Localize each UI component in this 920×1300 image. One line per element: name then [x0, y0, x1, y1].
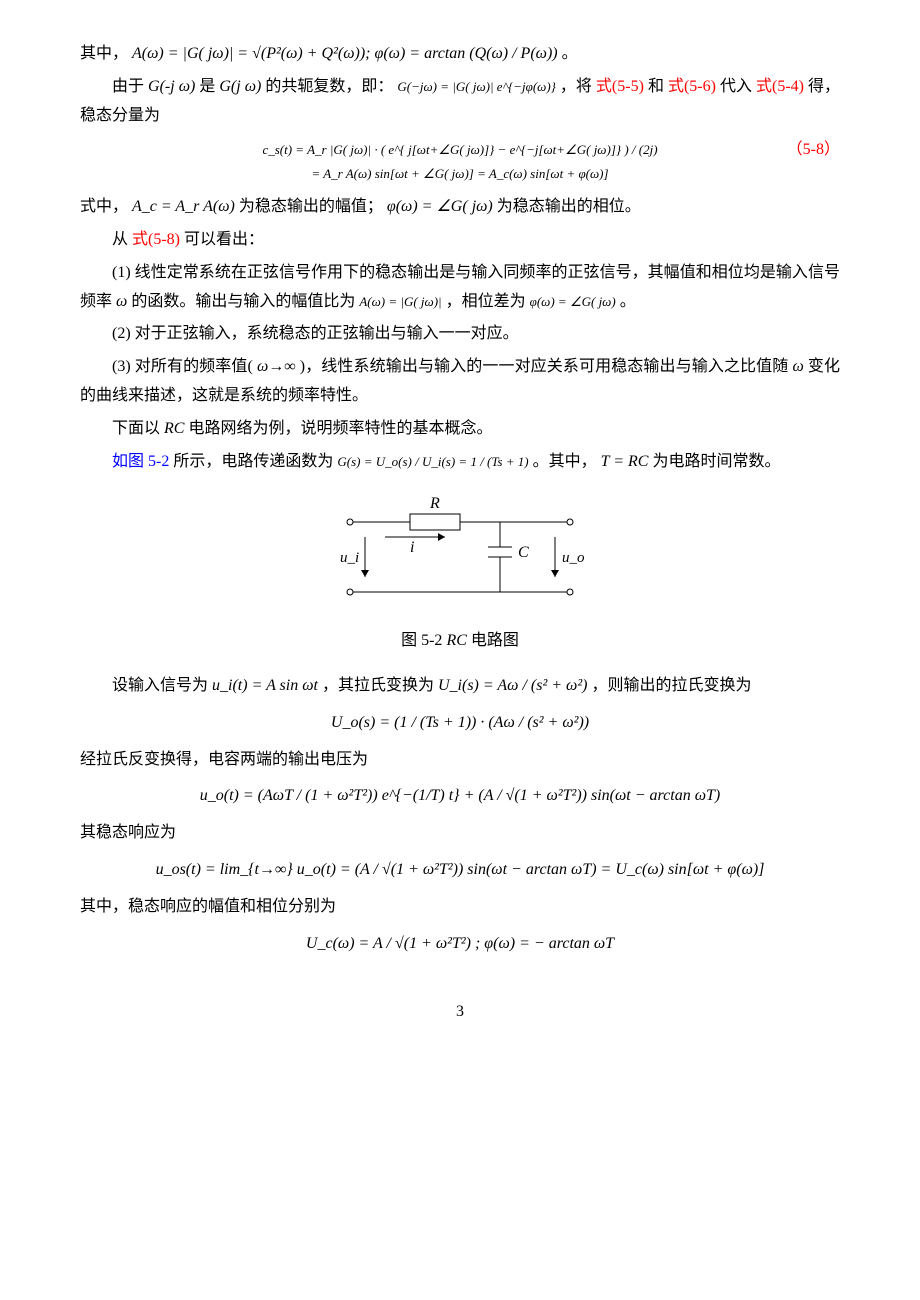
ref-fig-5-2: 如图 5-2 — [112, 453, 173, 470]
equation: φ(ω) = ∠G( jω) — [387, 198, 493, 215]
text: (3) 对所有的频率值( — [112, 358, 253, 375]
text: 从 — [112, 231, 132, 248]
r-label: R — [429, 495, 440, 512]
paragraph-line8: 经拉氏反变换得，电容两端的输出电压为 — [80, 746, 840, 775]
equation: G(s) = U_o(s) / U_i(s) = 1 / (Ts + 1) — [337, 454, 528, 469]
text: 其中， — [80, 45, 128, 62]
paragraph-line5: 下面以 RC 电路网络为例，说明频率特性的基本概念。 — [80, 415, 840, 444]
text: 和 — [648, 78, 664, 95]
paragraph-line10: 其中，稳态响应的幅值和相位分别为 — [80, 893, 840, 922]
caption-rc: RC — [446, 632, 466, 649]
text: 式中， — [80, 198, 128, 215]
equation-5-8: c_s(t) = A_r |G( jω)| · ( e^{ j[ωt+∠G( j… — [80, 138, 840, 185]
text: 为稳态输出的幅值； — [239, 198, 383, 215]
equation: u_i(t) = A sin ωt — [212, 677, 318, 694]
point-1: (1) 线性定常系统在正弦信号作用下的稳态输出是与输入同频率的正弦信号，其幅值和… — [80, 259, 840, 317]
uo-label: u_o — [562, 550, 585, 566]
paragraph-line6: 如图 5-2 所示，电路传递函数为 G(s) = U_o(s) / U_i(s)… — [80, 448, 840, 477]
caption-text: 电路图 — [471, 632, 519, 649]
text: ，其拉氏变换为 — [322, 677, 438, 694]
paragraph-line7: 设输入信号为 u_i(t) = A sin ωt ，其拉氏变换为 U_i(s) … — [80, 672, 840, 701]
eq-label-5-8: （5-8） — [787, 136, 840, 165]
equation-uo-t: u_o(t) = (AωT / (1 + ω²T²)) e^{−(1/T) t}… — [80, 782, 840, 811]
text: 。 — [620, 293, 636, 310]
omega: ω→∞ — [257, 358, 296, 375]
paragraph-line4: 从 式(5-8) 可以看出： — [80, 226, 840, 255]
rc-circuit-diagram: R C i u_i u_o — [330, 492, 590, 612]
text: )，线性系统输出与输入的一一对应关系可用稳态输出与输入之比值随 — [300, 358, 793, 375]
ref-eq-5-8: 式(5-8) — [132, 231, 180, 248]
text: ，则输出的拉氏变换为 — [591, 677, 751, 694]
ref-eq-5-5: 式(5-5) — [596, 78, 644, 95]
text: 的共轭复数，即： — [265, 78, 393, 95]
text: 是 — [199, 78, 219, 95]
equation: U_i(s) = Aω / (s² + ω²) — [438, 677, 587, 694]
text: 电路网络为例，说明频率特性的基本概念。 — [188, 420, 492, 437]
equation-uos: u_os(t) = lim_{t→∞} u_o(t) = (A / √(1 + … — [80, 856, 840, 885]
expr: G(-j ω) — [148, 78, 195, 95]
caption-text: 图 5-2 — [401, 632, 446, 649]
paragraph-line2: 由于 G(-j ω) 是 G(j ω) 的共轭复数，即： G(−jω) = |G… — [80, 73, 840, 131]
equation: G(−jω) = |G( jω)| e^{−jφ(ω)} — [397, 79, 555, 94]
rc: RC — [164, 420, 184, 437]
text: 代入 — [720, 78, 752, 95]
equation-uo-s: U_o(s) = (1 / (Ts + 1)) · (Aω / (s² + ω²… — [80, 709, 840, 738]
omega: ω — [792, 358, 803, 375]
paragraph-line3: 式中， A_c = A_r A(ω) 为稳态输出的幅值； φ(ω) = ∠G( … — [80, 193, 840, 222]
paragraph-line9: 其稳态响应为 — [80, 819, 840, 848]
figure-caption: 图 5-2 RC 电路图 — [80, 627, 840, 656]
text: 所示，电路传递函数为 — [173, 453, 337, 470]
text: 。 — [562, 45, 578, 62]
text: 由于 — [112, 78, 148, 95]
paragraph-line1: 其中， A(ω) = |G( jω)| = √(P²(ω) + Q²(ω)); … — [80, 40, 840, 69]
text: 设输入信号为 — [112, 677, 212, 694]
ref-eq-5-6: 式(5-6) — [668, 78, 716, 95]
text: 为电路时间常数。 — [652, 453, 780, 470]
omega: ω — [116, 293, 127, 310]
text: 为稳态输出的相位。 — [497, 198, 641, 215]
expr: G(j ω) — [219, 78, 261, 95]
equation: φ(ω) = ∠G( jω) — [530, 294, 616, 309]
ref-eq-5-4: 式(5-4) — [756, 78, 804, 95]
figure-5-2: R C i u_i u_o 图 5-2 RC 电路图 — [80, 492, 840, 656]
c-label: C — [518, 544, 529, 561]
ui-label: u_i — [340, 550, 359, 566]
equation: A(ω) = |G( jω)| = √(P²(ω) + Q²(ω)); φ(ω)… — [132, 45, 562, 62]
text: ，相位差为 — [446, 293, 530, 310]
text: 下面以 — [112, 420, 164, 437]
eq-line: c_s(t) = A_r |G( jω)| · ( e^{ j[ωt+∠G( j… — [262, 138, 657, 161]
text: ，将 — [560, 78, 592, 95]
text: 。其中， — [533, 453, 597, 470]
i-label: i — [410, 539, 414, 556]
point-3: (3) 对所有的频率值( ω→∞ )，线性系统输出与输入的一一对应关系可用稳态输… — [80, 353, 840, 411]
equation: T = RC — [601, 453, 653, 470]
page-number: 3 — [80, 998, 840, 1027]
text: 可以看出： — [184, 231, 264, 248]
point-2: (2) 对于正弦输入，系统稳态的正弦输出与输入一一对应。 — [80, 320, 840, 349]
text: 的函数。输出与输入的幅值比为 — [131, 293, 359, 310]
equation: A(ω) = |G( jω)| — [359, 294, 441, 309]
equation-uc: U_c(ω) = A / √(1 + ω²T²) ; φ(ω) = − arct… — [80, 930, 840, 959]
eq-line: = A_r A(ω) sin[ωt + ∠G( jω)] = A_c(ω) si… — [311, 162, 608, 185]
equation: A_c = A_r A(ω) — [132, 198, 235, 215]
